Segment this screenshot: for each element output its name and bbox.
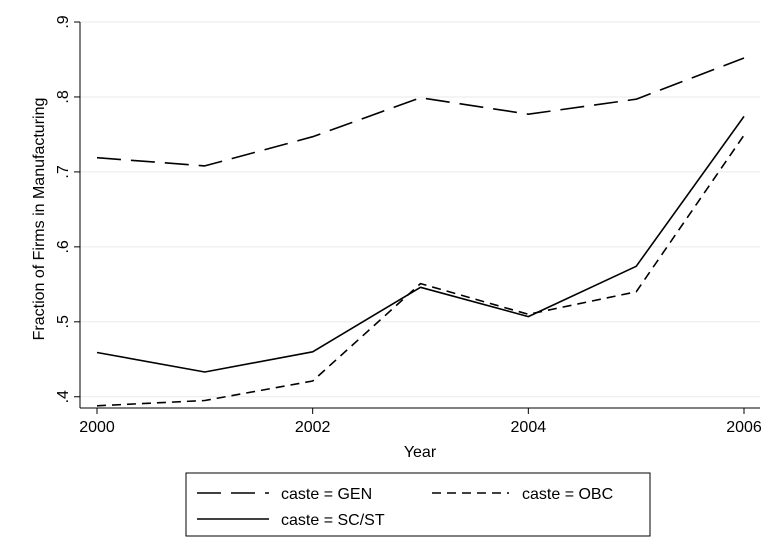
series <box>96 57 745 407</box>
x-axis-title: Year <box>404 444 437 461</box>
y-tick-label: .8 <box>55 90 72 103</box>
y-axis-title: Fraction of Firms in Manufacturing <box>31 98 48 341</box>
x-tick-label: 2000 <box>79 419 115 436</box>
legend-box <box>185 472 651 537</box>
series-line <box>96 134 745 407</box>
legend-label: caste = GEN <box>281 486 372 503</box>
series-line <box>96 115 745 373</box>
x-tick-label: 2006 <box>726 419 762 436</box>
y-tick-label: .7 <box>55 165 72 178</box>
y-tick-label: .5 <box>55 315 72 328</box>
x-tick-label: 2002 <box>295 419 331 436</box>
legend: caste = GEN caste = OBC caste = SC/ST <box>185 472 651 537</box>
y-tick-label: .4 <box>55 390 72 403</box>
series-line <box>96 57 745 167</box>
legend-label: caste = OBC <box>522 486 613 503</box>
y-tick-label: .6 <box>55 240 72 253</box>
x-tick-label: 2004 <box>511 419 547 436</box>
y-tick-label: .9 <box>55 15 72 28</box>
grid <box>80 21 760 398</box>
ticks: .4 .5 .6 .7 .8 .9 2000 2002 2004 2006 <box>55 15 762 436</box>
axes <box>79 22 760 409</box>
legend-label: caste = SC/ST <box>281 512 385 529</box>
